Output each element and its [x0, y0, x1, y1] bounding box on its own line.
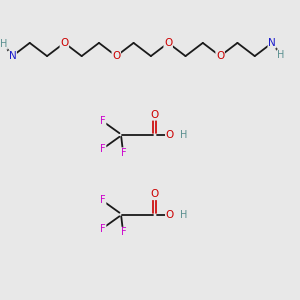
Text: O: O [166, 130, 174, 140]
Text: H: H [180, 130, 188, 140]
Text: O: O [216, 51, 224, 61]
Text: O: O [164, 38, 172, 48]
Text: F: F [121, 148, 126, 158]
Text: H: H [0, 39, 7, 49]
Text: O: O [60, 38, 68, 48]
Text: H: H [180, 209, 188, 220]
Text: O: O [166, 209, 174, 220]
Text: N: N [268, 38, 276, 48]
Text: N: N [9, 51, 16, 61]
Text: F: F [100, 145, 106, 154]
Text: O: O [151, 110, 159, 120]
Text: H: H [277, 50, 285, 60]
Text: O: O [112, 51, 120, 61]
Text: F: F [100, 224, 106, 234]
Text: F: F [100, 195, 106, 205]
Text: O: O [151, 190, 159, 200]
Text: F: F [121, 227, 126, 237]
Text: F: F [100, 116, 106, 125]
